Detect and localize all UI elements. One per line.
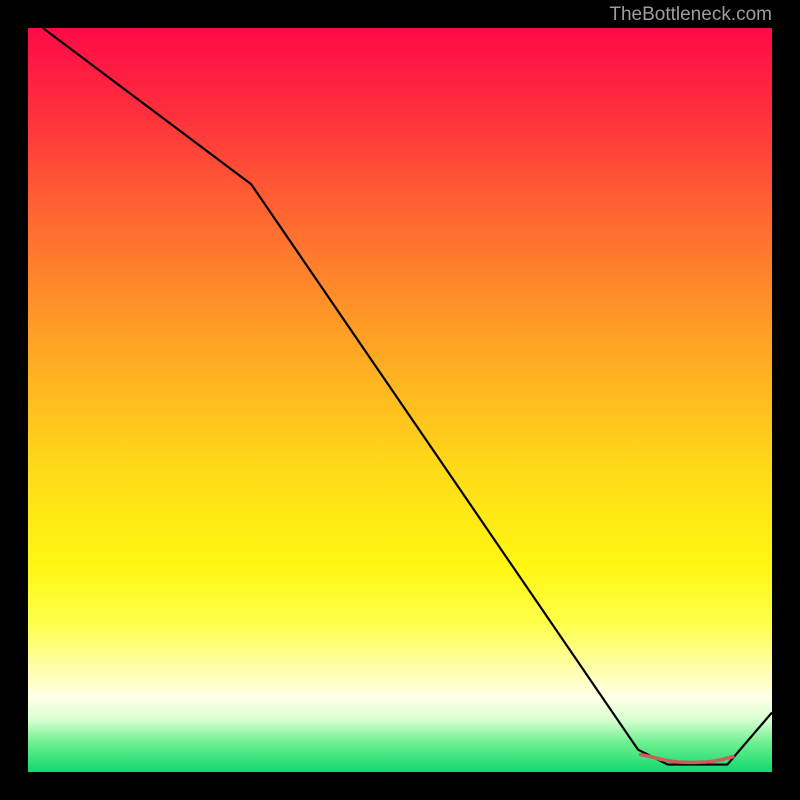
chart-plot-area (28, 28, 772, 772)
marker-dash (670, 761, 680, 762)
marker-dash (723, 757, 733, 759)
watermark-text: TheBottleneck.com (609, 4, 772, 26)
chart-svg (28, 28, 772, 772)
